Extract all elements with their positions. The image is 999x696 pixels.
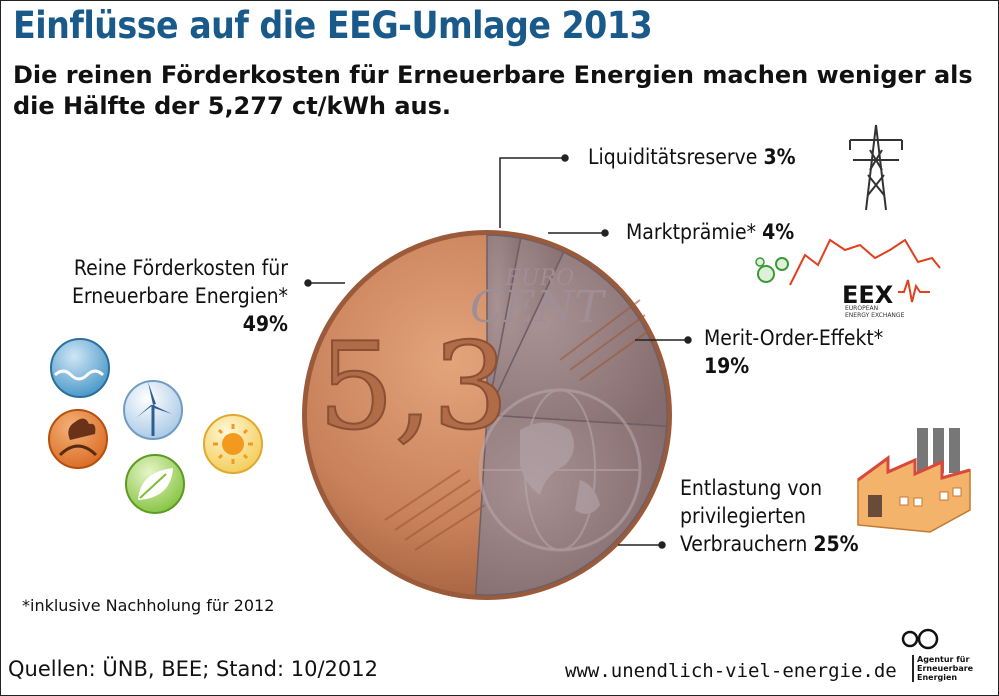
label-foerderkosten: Reine Förderkosten für Erneuerbare Energ…	[22, 254, 288, 338]
label-merit-order-text: Merit-Order-Effekt*	[704, 326, 884, 350]
label-marktpraemie: Marktprämie* 4%	[626, 218, 794, 246]
market-chart-icon	[755, 238, 941, 303]
label-merit-order: Merit-Order-Effekt* 19%	[704, 324, 883, 380]
factory-icon	[857, 428, 971, 533]
website-link[interactable]: www.unendlich-viel-energie.de	[565, 660, 897, 682]
label-entlastung-line1: Entlastung von	[680, 476, 823, 500]
label-foerderkosten-line1: Reine Förderkosten für	[73, 256, 288, 280]
leader-lines	[304, 154, 692, 549]
label-entlastung-line3: Verbrauchern	[680, 532, 814, 556]
pie-slice-3	[485, 251, 668, 428]
footnote: *inklusive Nachholung für 2012	[22, 596, 275, 615]
agentur-logo-icon	[901, 628, 939, 650]
water-icon	[50, 338, 110, 398]
agentur-name: Agentur für Erneuerbare Energien	[912, 655, 987, 682]
power-pylon-icon	[849, 124, 903, 211]
coin-value-text: 5,3	[318, 318, 509, 457]
coin-cent-text: CENT	[470, 282, 607, 333]
label-entlastung-line2: privilegierten	[680, 504, 806, 528]
label-entlastung: Entlastung von privilegierten Verbrauche…	[680, 474, 859, 558]
eex-sub-text: EUROPEAN ENERGY EXCHANGE	[845, 305, 905, 319]
label-liquiditaet: Liquiditätsreserve 3%	[588, 143, 796, 171]
eex-logo-text: EEX	[842, 281, 894, 309]
sun-icon	[203, 414, 263, 474]
label-liquiditaet-pct: 3%	[763, 145, 796, 169]
leaf-icon	[125, 454, 185, 514]
wind-turbine-icon	[123, 380, 183, 440]
label-foerderkosten-line2: Erneuerbare Energien*	[71, 284, 288, 308]
label-merit-order-pct: 19%	[704, 354, 750, 378]
coin-stripes	[384, 299, 651, 551]
geothermal-icon	[48, 409, 108, 469]
globe-icon	[478, 388, 642, 552]
coin-euro-text: EURO	[504, 266, 574, 291]
label-liquiditaet-text: Liquiditätsreserve	[588, 145, 764, 169]
label-foerderkosten-pct: 49%	[242, 312, 288, 336]
source-note: Quellen: ÜNB, BEE; Stand: 10/2012	[8, 657, 379, 681]
label-marktpraemie-text: Marktprämie*	[626, 220, 763, 244]
chart-title: Einflüsse auf die EEG-Umlage 2013	[13, 4, 653, 47]
label-entlastung-pct: 25%	[813, 532, 859, 556]
chart-subtitle: Die reinen Förderkosten für Erneuerbare …	[13, 61, 973, 120]
label-marktpraemie-pct: 4%	[762, 220, 795, 244]
